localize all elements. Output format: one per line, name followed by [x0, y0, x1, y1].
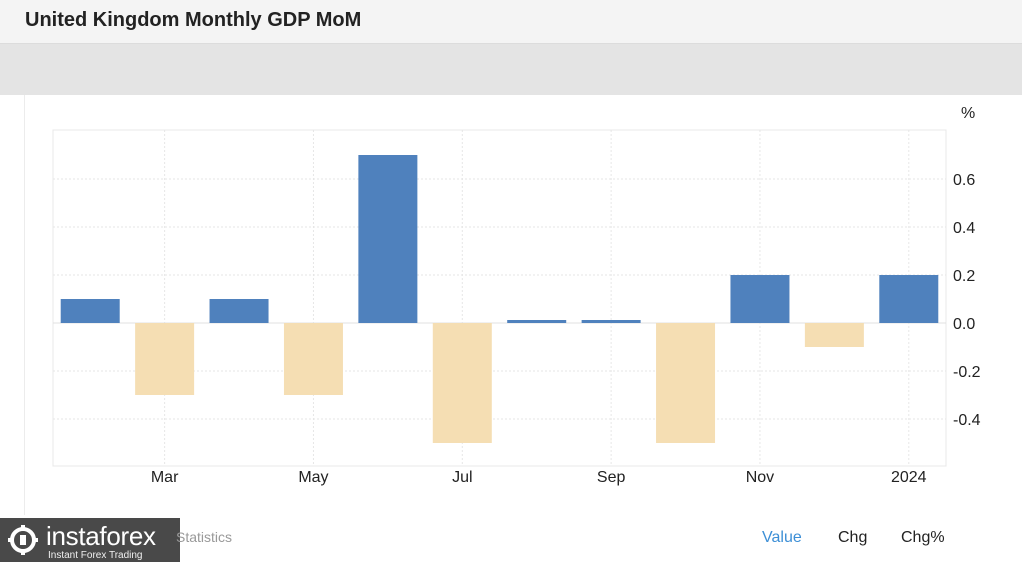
- bar-may-2023[interactable]: [283, 323, 343, 395]
- bar-feb-2023[interactable]: [60, 299, 120, 323]
- bar-jul-2023[interactable]: [432, 323, 492, 443]
- bar-oct-2023[interactable]: [656, 323, 716, 443]
- bar-layer: [60, 155, 939, 443]
- tab-chg[interactable]: Chg: [838, 529, 868, 546]
- y-tick-label: -0.4: [953, 412, 981, 429]
- tab-chg-percent[interactable]: Chg%: [901, 529, 945, 546]
- logo-wordmark: instaforex: [46, 521, 156, 551]
- chart-footer: instaforex Instant Forex Trading Statist…: [0, 515, 1022, 563]
- gear-logo-icon: [8, 525, 38, 555]
- left-divider: [24, 95, 25, 515]
- x-tick-label: May: [298, 469, 328, 486]
- y-axis-unit-label: %: [961, 105, 976, 122]
- x-tick-label: Sep: [597, 469, 626, 486]
- y-tick-label: -0.2: [953, 364, 981, 381]
- x-tick-label: 2024: [891, 469, 927, 486]
- toolbar-band: [0, 44, 1022, 95]
- instaforex-logo[interactable]: instaforex Instant Forex Trading: [0, 518, 180, 562]
- tab-value[interactable]: Value: [762, 529, 802, 546]
- grid-layer: [52, 129, 947, 467]
- title-bar: United Kingdom Monthly GDP MoM: [0, 0, 1022, 44]
- gdp-bar-chart: 0.6 0.4 0.2 0.0 -0.2 -0.4 Mar May Jul Sep Nov 2024: [52, 129, 981, 486]
- y-tick-label: 0.6: [953, 172, 975, 189]
- bar-jan-2024[interactable]: [879, 275, 939, 323]
- plot-frame: [52, 129, 947, 467]
- bar-mar-2023[interactable]: [135, 323, 195, 395]
- bar-aug-2023[interactable]: [507, 320, 567, 323]
- bar-sep-2023[interactable]: [581, 320, 641, 323]
- logo-tagline: Instant Forex Trading: [48, 550, 143, 561]
- bar-apr-2023[interactable]: [209, 299, 269, 323]
- source-text[interactable]: Statistics: [176, 529, 233, 545]
- y-tick-label: 0.0: [953, 316, 975, 333]
- y-tick-label: 0.2: [953, 268, 975, 285]
- x-tick-label: Nov: [746, 469, 774, 486]
- bar-nov-2023[interactable]: [730, 275, 790, 323]
- x-axis-labels: Mar May Jul Sep Nov 2024: [151, 469, 927, 486]
- x-tick-label: Jul: [452, 469, 472, 486]
- x-tick-label: Mar: [151, 469, 179, 486]
- bar-jun-2023[interactable]: [358, 155, 418, 323]
- page-title: United Kingdom Monthly GDP MoM: [25, 9, 362, 31]
- y-axis-labels: 0.6 0.4 0.2 0.0 -0.2 -0.4: [953, 172, 981, 429]
- bar-dec-2023[interactable]: [804, 323, 864, 347]
- y-tick-label: 0.4: [953, 220, 975, 237]
